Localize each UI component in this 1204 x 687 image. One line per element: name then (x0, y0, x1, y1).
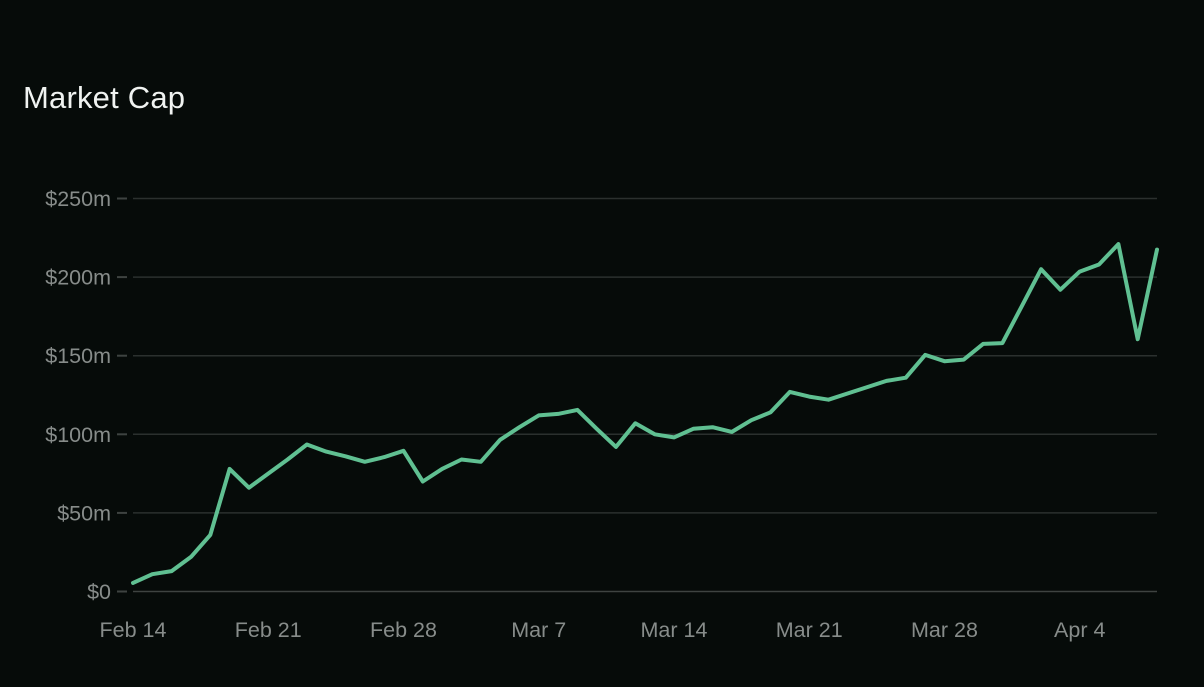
y-axis-label: $200m (45, 266, 111, 290)
y-axis-label: $0 (87, 580, 111, 604)
market-cap-series-line[interactable] (131, 242, 1159, 585)
y-axis-label: $50m (57, 501, 111, 525)
y-axis-label: $100m (45, 423, 111, 447)
y-axis-label: $150m (45, 344, 111, 368)
x-axis-label: Apr 4 (1054, 618, 1105, 642)
x-axis-label: Mar 21 (776, 618, 843, 642)
x-axis-label: Mar 28 (911, 618, 978, 642)
x-axis-label: Feb 14 (100, 618, 167, 642)
x-axis-label: Feb 21 (235, 618, 302, 642)
chart-title: Market Cap (23, 80, 186, 115)
x-axis-label: Mar 7 (511, 618, 566, 642)
x-axis-label: Feb 28 (370, 618, 437, 642)
y-axis-label: $250m (45, 187, 111, 211)
x-axis-label: Mar 14 (641, 618, 708, 642)
